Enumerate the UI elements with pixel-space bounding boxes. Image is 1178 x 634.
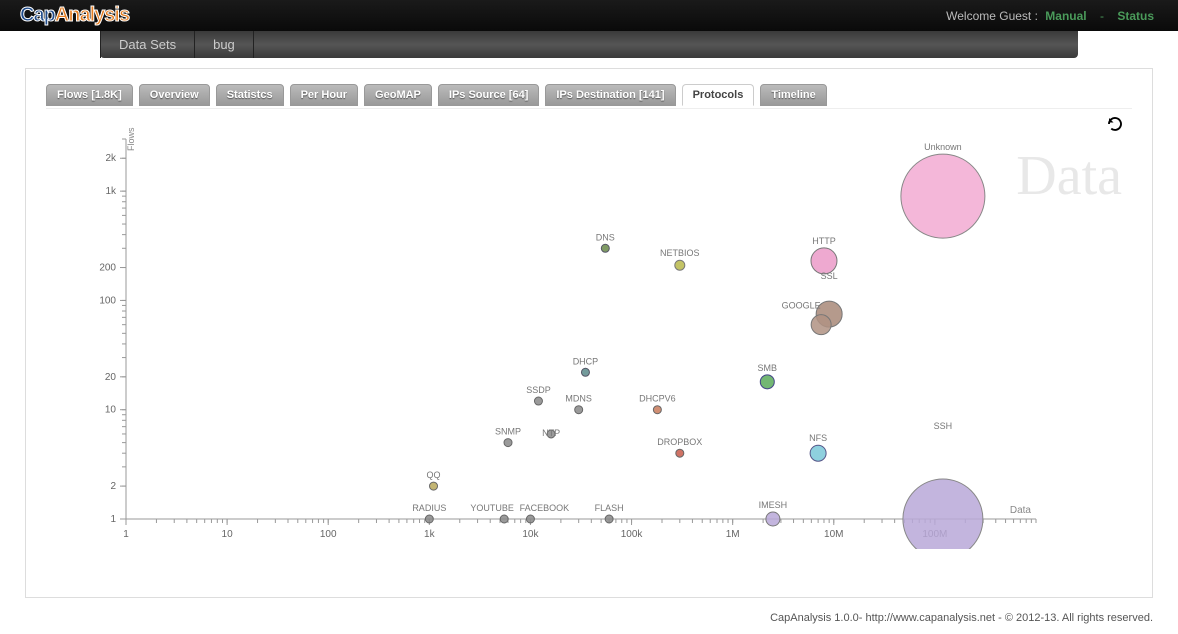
svg-text:Data: Data (1010, 505, 1032, 516)
svg-text:1: 1 (110, 514, 116, 525)
tab-timeline[interactable]: Timeline (760, 84, 826, 106)
top-bar: CapAnalysis Welcome Guest : Manual - Sta… (0, 0, 1178, 31)
link-separator: - (1094, 9, 1110, 23)
svg-text:IMESH: IMESH (759, 500, 788, 510)
bubble-imesh[interactable] (766, 512, 780, 526)
welcome-text: Welcome Guest : (946, 9, 1038, 23)
bubble-mdns[interactable] (575, 406, 583, 414)
nav-item-data-sets[interactable]: Data Sets (100, 31, 195, 58)
tab-geomap[interactable]: GeoMAP (364, 84, 432, 106)
bubble-snmp[interactable] (504, 439, 512, 447)
manual-link[interactable]: Manual (1041, 9, 1090, 23)
svg-text:DROPBOX: DROPBOX (657, 437, 702, 447)
svg-text:SSH: SSH (934, 421, 953, 431)
bubble-unknown[interactable] (901, 154, 985, 238)
footer: CapAnalysis 1.0.0- http://www.capanalysi… (0, 608, 1178, 634)
svg-text:200: 200 (99, 263, 116, 274)
bubble-flash[interactable] (605, 515, 613, 523)
bubble-dns[interactable] (601, 244, 609, 252)
svg-text:YOUTUBE: YOUTUBE (470, 503, 514, 513)
svg-text:SSL: SSL (821, 271, 838, 281)
svg-text:10: 10 (222, 529, 234, 540)
logo-part2: Analysis (55, 4, 129, 26)
tab-statistcs[interactable]: Statistcs (216, 84, 284, 106)
svg-text:DHCP: DHCP (573, 356, 599, 366)
svg-text:FLASH: FLASH (595, 503, 624, 513)
svg-text:1k: 1k (105, 186, 117, 197)
svg-text:QQ: QQ (427, 470, 441, 480)
svg-text:FACEBOOK: FACEBOOK (520, 503, 570, 513)
bubble-radius[interactable] (425, 515, 433, 523)
svg-text:10: 10 (105, 405, 117, 416)
bubble-smb[interactable] (760, 375, 774, 389)
svg-text:1: 1 (123, 529, 129, 540)
svg-text:SSDP: SSDP (526, 385, 551, 395)
svg-text:2k: 2k (105, 153, 117, 164)
bubble-qq[interactable] (430, 482, 438, 490)
svg-text:NTP: NTP (542, 428, 560, 438)
tab-overview[interactable]: Overview (139, 84, 210, 106)
svg-text:DNS: DNS (596, 232, 615, 242)
chart-container: Data 1 2 10 20 100 200 1k 2k 1 10 100 1k 10k 100k 1M 10… (46, 108, 1132, 549)
tabs-row: Flows [1.8K] Overview Statistcs Per Hour Geo… (46, 84, 1132, 106)
tab-protocols[interactable]: Protocols (682, 84, 755, 106)
svg-text:DHCPV6: DHCPV6 (639, 394, 676, 404)
nav-item-bug[interactable]: bug (195, 31, 254, 58)
bubble-facebook[interactable] (526, 515, 534, 523)
logo-part1: Cap (20, 4, 55, 26)
tab-ips-destination-141-[interactable]: IPs Destination [141] (545, 84, 675, 106)
bubble-ssh[interactable] (903, 479, 983, 549)
tab-per-hour[interactable]: Per Hour (290, 84, 358, 106)
tab-ips-source-64-[interactable]: IPs Source [64] (438, 84, 539, 106)
main-panel: Flows [1.8K] Overview Statistcs Per Hour Geo… (25, 68, 1153, 598)
svg-text:1k: 1k (424, 529, 436, 540)
svg-text:Flows: Flows (126, 127, 136, 151)
svg-text:RADIUS: RADIUS (412, 503, 446, 513)
bubble-google[interactable] (811, 315, 831, 335)
svg-text:1M: 1M (726, 529, 740, 540)
svg-text:100: 100 (99, 295, 116, 306)
bubble-chart: 1210201002001k2k1101001k10k100k1M10M100M… (46, 109, 1046, 549)
svg-text:MDNS: MDNS (565, 394, 592, 404)
top-links: Welcome Guest : Manual - Status (946, 9, 1158, 23)
svg-text:2: 2 (110, 481, 116, 492)
bubble-netbios[interactable] (675, 260, 685, 270)
refresh-icon[interactable] (1106, 115, 1124, 133)
svg-text:SMB: SMB (758, 363, 778, 373)
svg-text:100: 100 (320, 529, 337, 540)
svg-text:SNMP: SNMP (495, 427, 521, 437)
bubble-dhcp[interactable] (581, 368, 589, 376)
svg-text:NETBIOS: NETBIOS (660, 248, 700, 258)
status-link[interactable]: Status (1113, 9, 1158, 23)
bubble-http[interactable] (811, 248, 837, 274)
tab-flows-1-8k-[interactable]: Flows [1.8K] (46, 84, 133, 106)
svg-text:10k: 10k (522, 529, 539, 540)
svg-text:HTTP: HTTP (812, 236, 836, 246)
svg-text:Unknown: Unknown (924, 142, 962, 152)
nav-bar: Data Setsbug (100, 31, 1078, 58)
bubble-ssdp[interactable] (534, 397, 542, 405)
bubble-dropbox[interactable] (676, 449, 684, 457)
svg-text:10M: 10M (824, 529, 843, 540)
svg-text:20: 20 (105, 372, 117, 383)
svg-text:100k: 100k (621, 529, 644, 540)
bubble-youtube[interactable] (500, 515, 508, 523)
footer-text: CapAnalysis 1.0.0- http://www.capanalysi… (770, 612, 1153, 624)
svg-text:GOOGLE: GOOGLE (782, 301, 821, 311)
bubble-nfs[interactable] (810, 445, 826, 461)
logo: CapAnalysis (20, 4, 129, 27)
bubble-dhcpv6[interactable] (653, 406, 661, 414)
svg-text:NFS: NFS (809, 433, 827, 443)
